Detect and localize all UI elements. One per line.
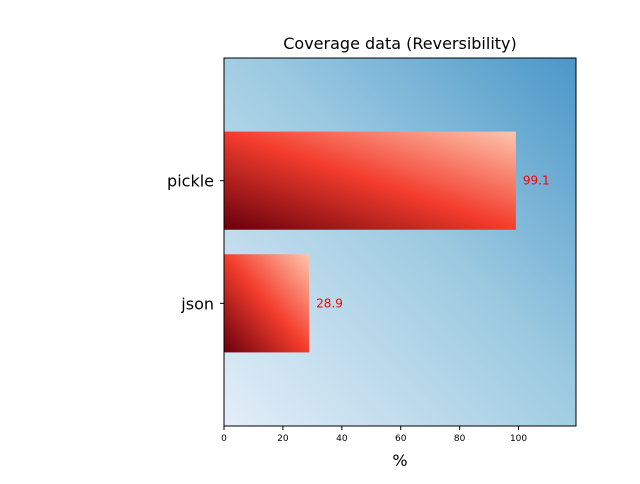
plot-background xyxy=(224,58,576,426)
x-tick-label: 40 xyxy=(336,434,348,444)
value-labels-layer: 28.9 99.1 xyxy=(316,174,550,311)
x-axis-label: % xyxy=(392,451,407,470)
x-tick-label: 60 xyxy=(395,434,407,444)
x-tick-label: 80 xyxy=(454,434,466,444)
value-label-json: 28.9 xyxy=(316,296,343,310)
chart-title: Coverage data (Reversibility) xyxy=(283,34,517,53)
x-axis: 0 20 40 60 80 100 xyxy=(221,426,527,444)
bar-pickle xyxy=(224,131,516,230)
y-tick-label-json: json xyxy=(180,294,214,313)
x-tick-label: 100 xyxy=(510,434,527,444)
value-label-pickle: 99.1 xyxy=(523,174,550,188)
x-tick-label: 20 xyxy=(277,434,289,444)
y-tick-label-pickle: pickle xyxy=(167,172,214,191)
plot-frame xyxy=(223,57,577,427)
bars-layer xyxy=(224,131,516,353)
bar-json xyxy=(224,254,310,353)
y-axis: json pickle xyxy=(167,172,224,313)
x-tick-label: 0 xyxy=(221,434,227,444)
